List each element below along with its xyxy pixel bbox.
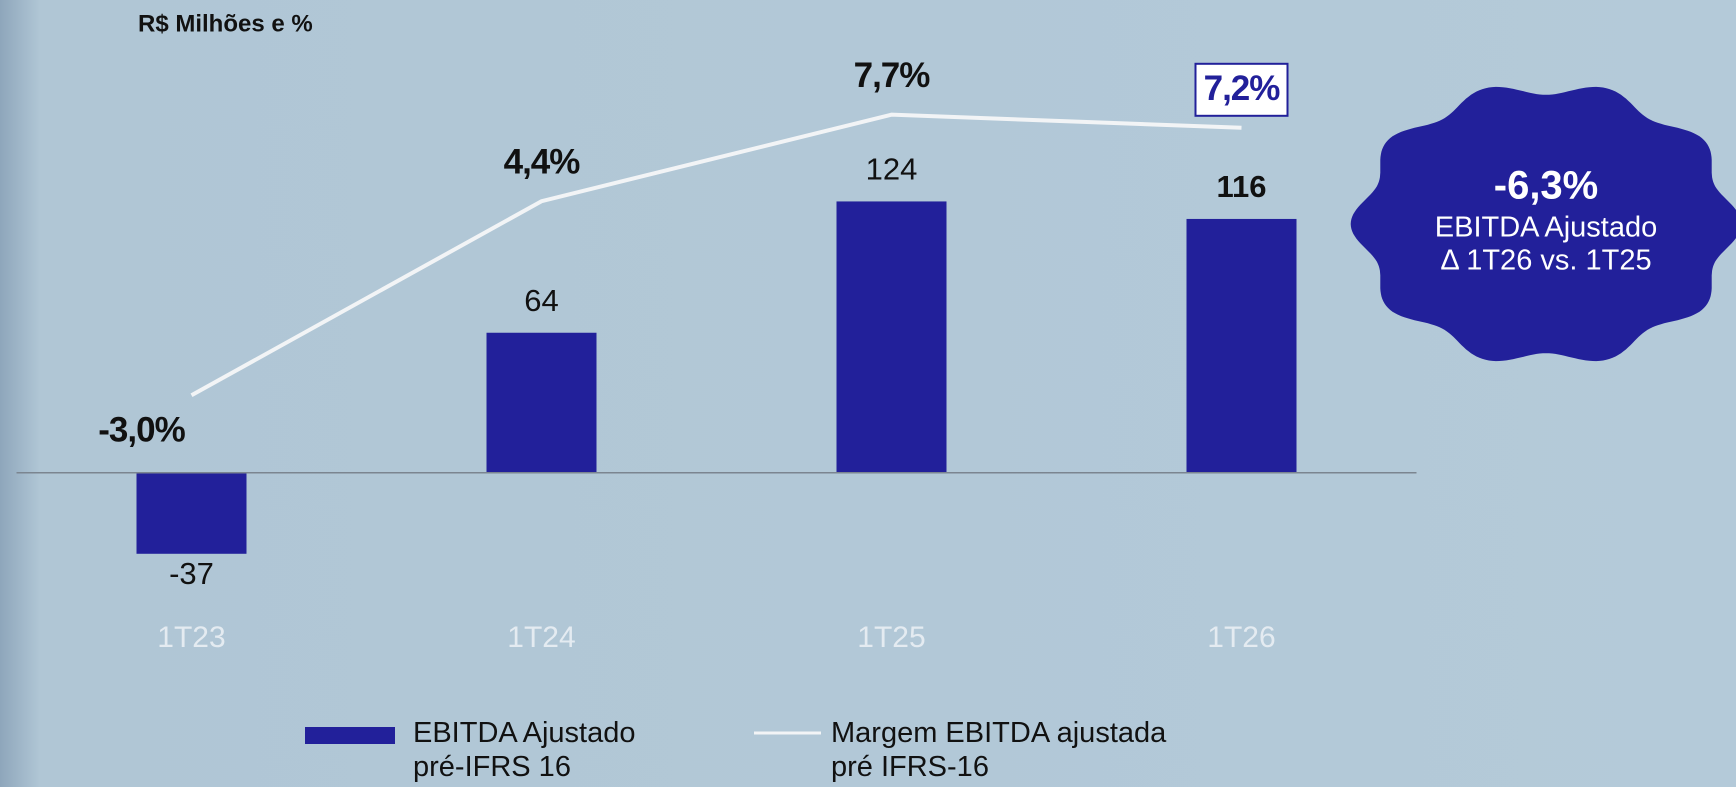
- bar: [1186, 218, 1297, 473]
- bar: [836, 201, 947, 473]
- callout-value: -6,3%: [1494, 164, 1599, 208]
- x-tick-label: 1T23: [157, 621, 225, 654]
- bar-value-label: 116: [1216, 169, 1266, 204]
- margin-label: 7,7%: [854, 56, 931, 95]
- margin-label: 7,2%: [1204, 69, 1281, 108]
- bar-value-label: 124: [866, 152, 918, 187]
- legend-swatch: [305, 727, 395, 744]
- legend-label: Margem EBITDA ajustada pré IFRS-16: [831, 717, 1167, 783]
- bar: [136, 472, 247, 554]
- callout-text: Δ 1T26 vs. 1T25: [1440, 245, 1651, 277]
- callout-shape: [1350, 86, 1736, 362]
- margin-line: [190, 112, 1242, 398]
- callout: -6,3% EBITDA Ajustado Δ 1T26 vs. 1T25: [1350, 86, 1736, 362]
- legend-label: EBITDA Ajustado pré-IFRS 16: [413, 717, 636, 783]
- highlight-box: [1194, 62, 1289, 117]
- margin-label: 4,4%: [504, 142, 581, 181]
- x-tick-label: 1T25: [857, 621, 925, 654]
- margin-label: -3,0%: [98, 411, 185, 450]
- chart-title: R$ Milhões e %: [138, 10, 313, 37]
- bar: [486, 332, 597, 473]
- callout-text: EBITDA Ajustado: [1435, 212, 1657, 244]
- bar-value-label: -37: [169, 556, 214, 591]
- x-tick-label: 1T24: [507, 621, 575, 654]
- bar-value-label: 64: [524, 283, 558, 318]
- x-tick-label: 1T26: [1207, 621, 1275, 654]
